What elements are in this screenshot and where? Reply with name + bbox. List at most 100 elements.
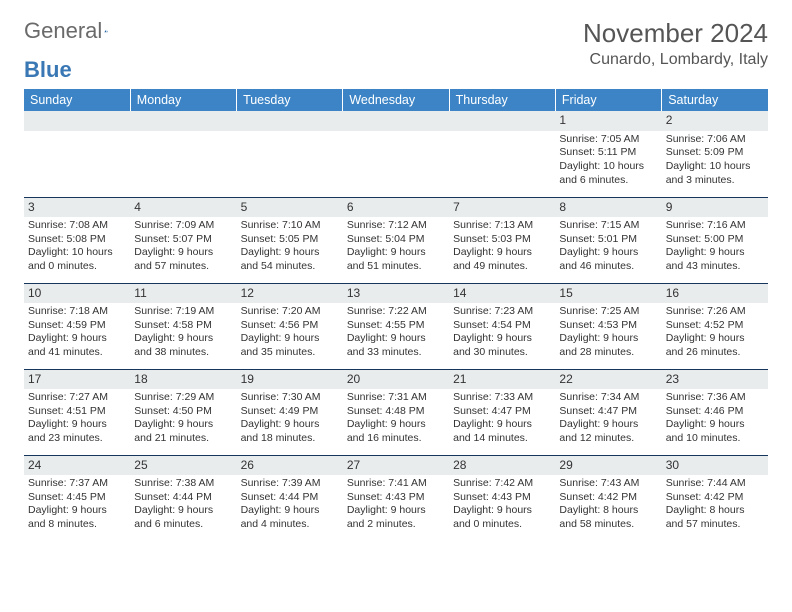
daylight-line: Daylight: 10 hours and 6 minutes. [559, 160, 657, 187]
sunrise-line: Sunrise: 7:38 AM [134, 477, 232, 491]
day-number: 11 [130, 284, 236, 304]
calendar-day-cell: 13Sunrise: 7:22 AMSunset: 4:55 PMDayligh… [343, 283, 449, 369]
day-number: 2 [662, 111, 768, 131]
calendar-day-cell: 23Sunrise: 7:36 AMSunset: 4:46 PMDayligh… [662, 369, 768, 455]
sunset-line: Sunset: 4:45 PM [28, 491, 126, 505]
calendar-day-cell: 1Sunrise: 7:05 AMSunset: 5:11 PMDaylight… [555, 111, 661, 197]
calendar-day-cell: 15Sunrise: 7:25 AMSunset: 4:53 PMDayligh… [555, 283, 661, 369]
title-block: November 2024 Cunardo, Lombardy, Italy [583, 18, 768, 69]
sunrise-line: Sunrise: 7:36 AM [666, 391, 764, 405]
sunrise-line: Sunrise: 7:12 AM [347, 219, 445, 233]
daylight-line: Daylight: 9 hours and 14 minutes. [453, 418, 551, 445]
sunrise-line: Sunrise: 7:13 AM [453, 219, 551, 233]
sunrise-line: Sunrise: 7:37 AM [28, 477, 126, 491]
day-number: 24 [24, 456, 130, 476]
day-number: 17 [24, 370, 130, 390]
daylight-line: Daylight: 9 hours and 57 minutes. [134, 246, 232, 273]
sunrise-line: Sunrise: 7:18 AM [28, 305, 126, 319]
weekday-header: Tuesday [237, 89, 343, 111]
day-number: 8 [555, 198, 661, 218]
calendar-day-cell: 6Sunrise: 7:12 AMSunset: 5:04 PMDaylight… [343, 197, 449, 283]
day-number: 19 [237, 370, 343, 390]
sunrise-line: Sunrise: 7:41 AM [347, 477, 445, 491]
calendar-day-cell: 20Sunrise: 7:31 AMSunset: 4:48 PMDayligh… [343, 369, 449, 455]
calendar-day-cell [24, 111, 130, 197]
logo-text-blue: Blue [24, 57, 72, 83]
day-number: 29 [555, 456, 661, 476]
daylight-line: Daylight: 9 hours and 43 minutes. [666, 246, 764, 273]
calendar-day-cell: 5Sunrise: 7:10 AMSunset: 5:05 PMDaylight… [237, 197, 343, 283]
calendar-body: 1Sunrise: 7:05 AMSunset: 5:11 PMDaylight… [24, 111, 768, 541]
sunset-line: Sunset: 4:52 PM [666, 319, 764, 333]
calendar-day-cell: 12Sunrise: 7:20 AMSunset: 4:56 PMDayligh… [237, 283, 343, 369]
sunset-line: Sunset: 4:50 PM [134, 405, 232, 419]
sunrise-line: Sunrise: 7:06 AM [666, 133, 764, 147]
calendar-day-cell: 4Sunrise: 7:09 AMSunset: 5:07 PMDaylight… [130, 197, 236, 283]
daylight-line: Daylight: 9 hours and 51 minutes. [347, 246, 445, 273]
calendar-day-cell: 11Sunrise: 7:19 AMSunset: 4:58 PMDayligh… [130, 283, 236, 369]
sunrise-line: Sunrise: 7:39 AM [241, 477, 339, 491]
weekday-header: Friday [555, 89, 661, 111]
day-number: 30 [662, 456, 768, 476]
sunset-line: Sunset: 4:53 PM [559, 319, 657, 333]
sunrise-line: Sunrise: 7:30 AM [241, 391, 339, 405]
day-number: 21 [449, 370, 555, 390]
daylight-line: Daylight: 10 hours and 0 minutes. [28, 246, 126, 273]
calendar-day-cell: 16Sunrise: 7:26 AMSunset: 4:52 PMDayligh… [662, 283, 768, 369]
calendar-day-cell: 29Sunrise: 7:43 AMSunset: 4:42 PMDayligh… [555, 455, 661, 541]
day-number: 23 [662, 370, 768, 390]
daylight-line: Daylight: 9 hours and 0 minutes. [453, 504, 551, 531]
weekday-header: Sunday [24, 89, 130, 111]
sunset-line: Sunset: 4:58 PM [134, 319, 232, 333]
day-number: 3 [24, 198, 130, 218]
logo-text-general: General [24, 18, 102, 44]
daylight-line: Daylight: 9 hours and 21 minutes. [134, 418, 232, 445]
calendar-week-row: 24Sunrise: 7:37 AMSunset: 4:45 PM Dayligh… [24, 455, 768, 541]
calendar-week-row: 1Sunrise: 7:05 AMSunset: 5:11 PMDaylight… [24, 111, 768, 197]
day-number: 4 [130, 198, 236, 218]
sunset-line: Sunset: 4:47 PM [559, 405, 657, 419]
sunset-line: Sunset: 4:59 PM [28, 319, 126, 333]
day-number: 27 [343, 456, 449, 476]
sunset-line: Sunset: 4:46 PM [666, 405, 764, 419]
sunset-line: Sunset: 4:43 PM [453, 491, 551, 505]
calendar-day-cell: 8Sunrise: 7:15 AMSunset: 5:01 PMDaylight… [555, 197, 661, 283]
day-number [130, 111, 236, 131]
daylight-line: Daylight: 9 hours and 18 minutes. [241, 418, 339, 445]
sunrise-line: Sunrise: 7:33 AM [453, 391, 551, 405]
day-number: 26 [237, 456, 343, 476]
daylight-line: Daylight: 9 hours and 10 minutes. [666, 418, 764, 445]
sunset-line: Sunset: 4:55 PM [347, 319, 445, 333]
calendar-day-cell: 3Sunrise: 7:08 AMSunset: 5:08 PMDaylight… [24, 197, 130, 283]
sunrise-line: Sunrise: 7:16 AM [666, 219, 764, 233]
sunrise-line: Sunrise: 7:05 AM [559, 133, 657, 147]
sunset-line: Sunset: 5:03 PM [453, 233, 551, 247]
sunrise-line: Sunrise: 7:31 AM [347, 391, 445, 405]
sunrise-line: Sunrise: 7:10 AM [241, 219, 339, 233]
calendar-day-cell: 26Sunrise: 7:39 AMSunset: 4:44 PMDayligh… [237, 455, 343, 541]
month-title: November 2024 [583, 18, 768, 49]
sunset-line: Sunset: 4:49 PM [241, 405, 339, 419]
sunrise-line: Sunrise: 7:19 AM [134, 305, 232, 319]
day-number: 15 [555, 284, 661, 304]
daylight-line: Daylight: 9 hours and 26 minutes. [666, 332, 764, 359]
daylight-line: Daylight: 9 hours and 33 minutes. [347, 332, 445, 359]
sunset-line: Sunset: 5:08 PM [28, 233, 126, 247]
day-number [24, 111, 130, 131]
day-number: 1 [555, 111, 661, 131]
sunrise-line: Sunrise: 7:43 AM [559, 477, 657, 491]
daylight-line: Daylight: 9 hours and 28 minutes. [559, 332, 657, 359]
calendar-day-cell: 28Sunrise: 7:42 AMSunset: 4:43 PMDayligh… [449, 455, 555, 541]
daylight-line: Daylight: 9 hours and 49 minutes. [453, 246, 551, 273]
calendar-day-cell [237, 111, 343, 197]
sunrise-line: Sunrise: 7:27 AM [28, 391, 126, 405]
weekday-header: Wednesday [343, 89, 449, 111]
sunset-line: Sunset: 4:43 PM [347, 491, 445, 505]
calendar-day-cell: 24Sunrise: 7:37 AMSunset: 4:45 PMDayligh… [24, 455, 130, 541]
calendar-head: Sunday Monday Tuesday Wednesday Thursday… [24, 89, 768, 111]
calendar-day-cell: 2Sunrise: 7:06 AMSunset: 5:09 PMDaylight… [662, 111, 768, 197]
day-number: 7 [449, 198, 555, 218]
location: Cunardo, Lombardy, Italy [583, 51, 768, 69]
daylight-line: Daylight: 9 hours and 35 minutes. [241, 332, 339, 359]
sunset-line: Sunset: 4:42 PM [559, 491, 657, 505]
